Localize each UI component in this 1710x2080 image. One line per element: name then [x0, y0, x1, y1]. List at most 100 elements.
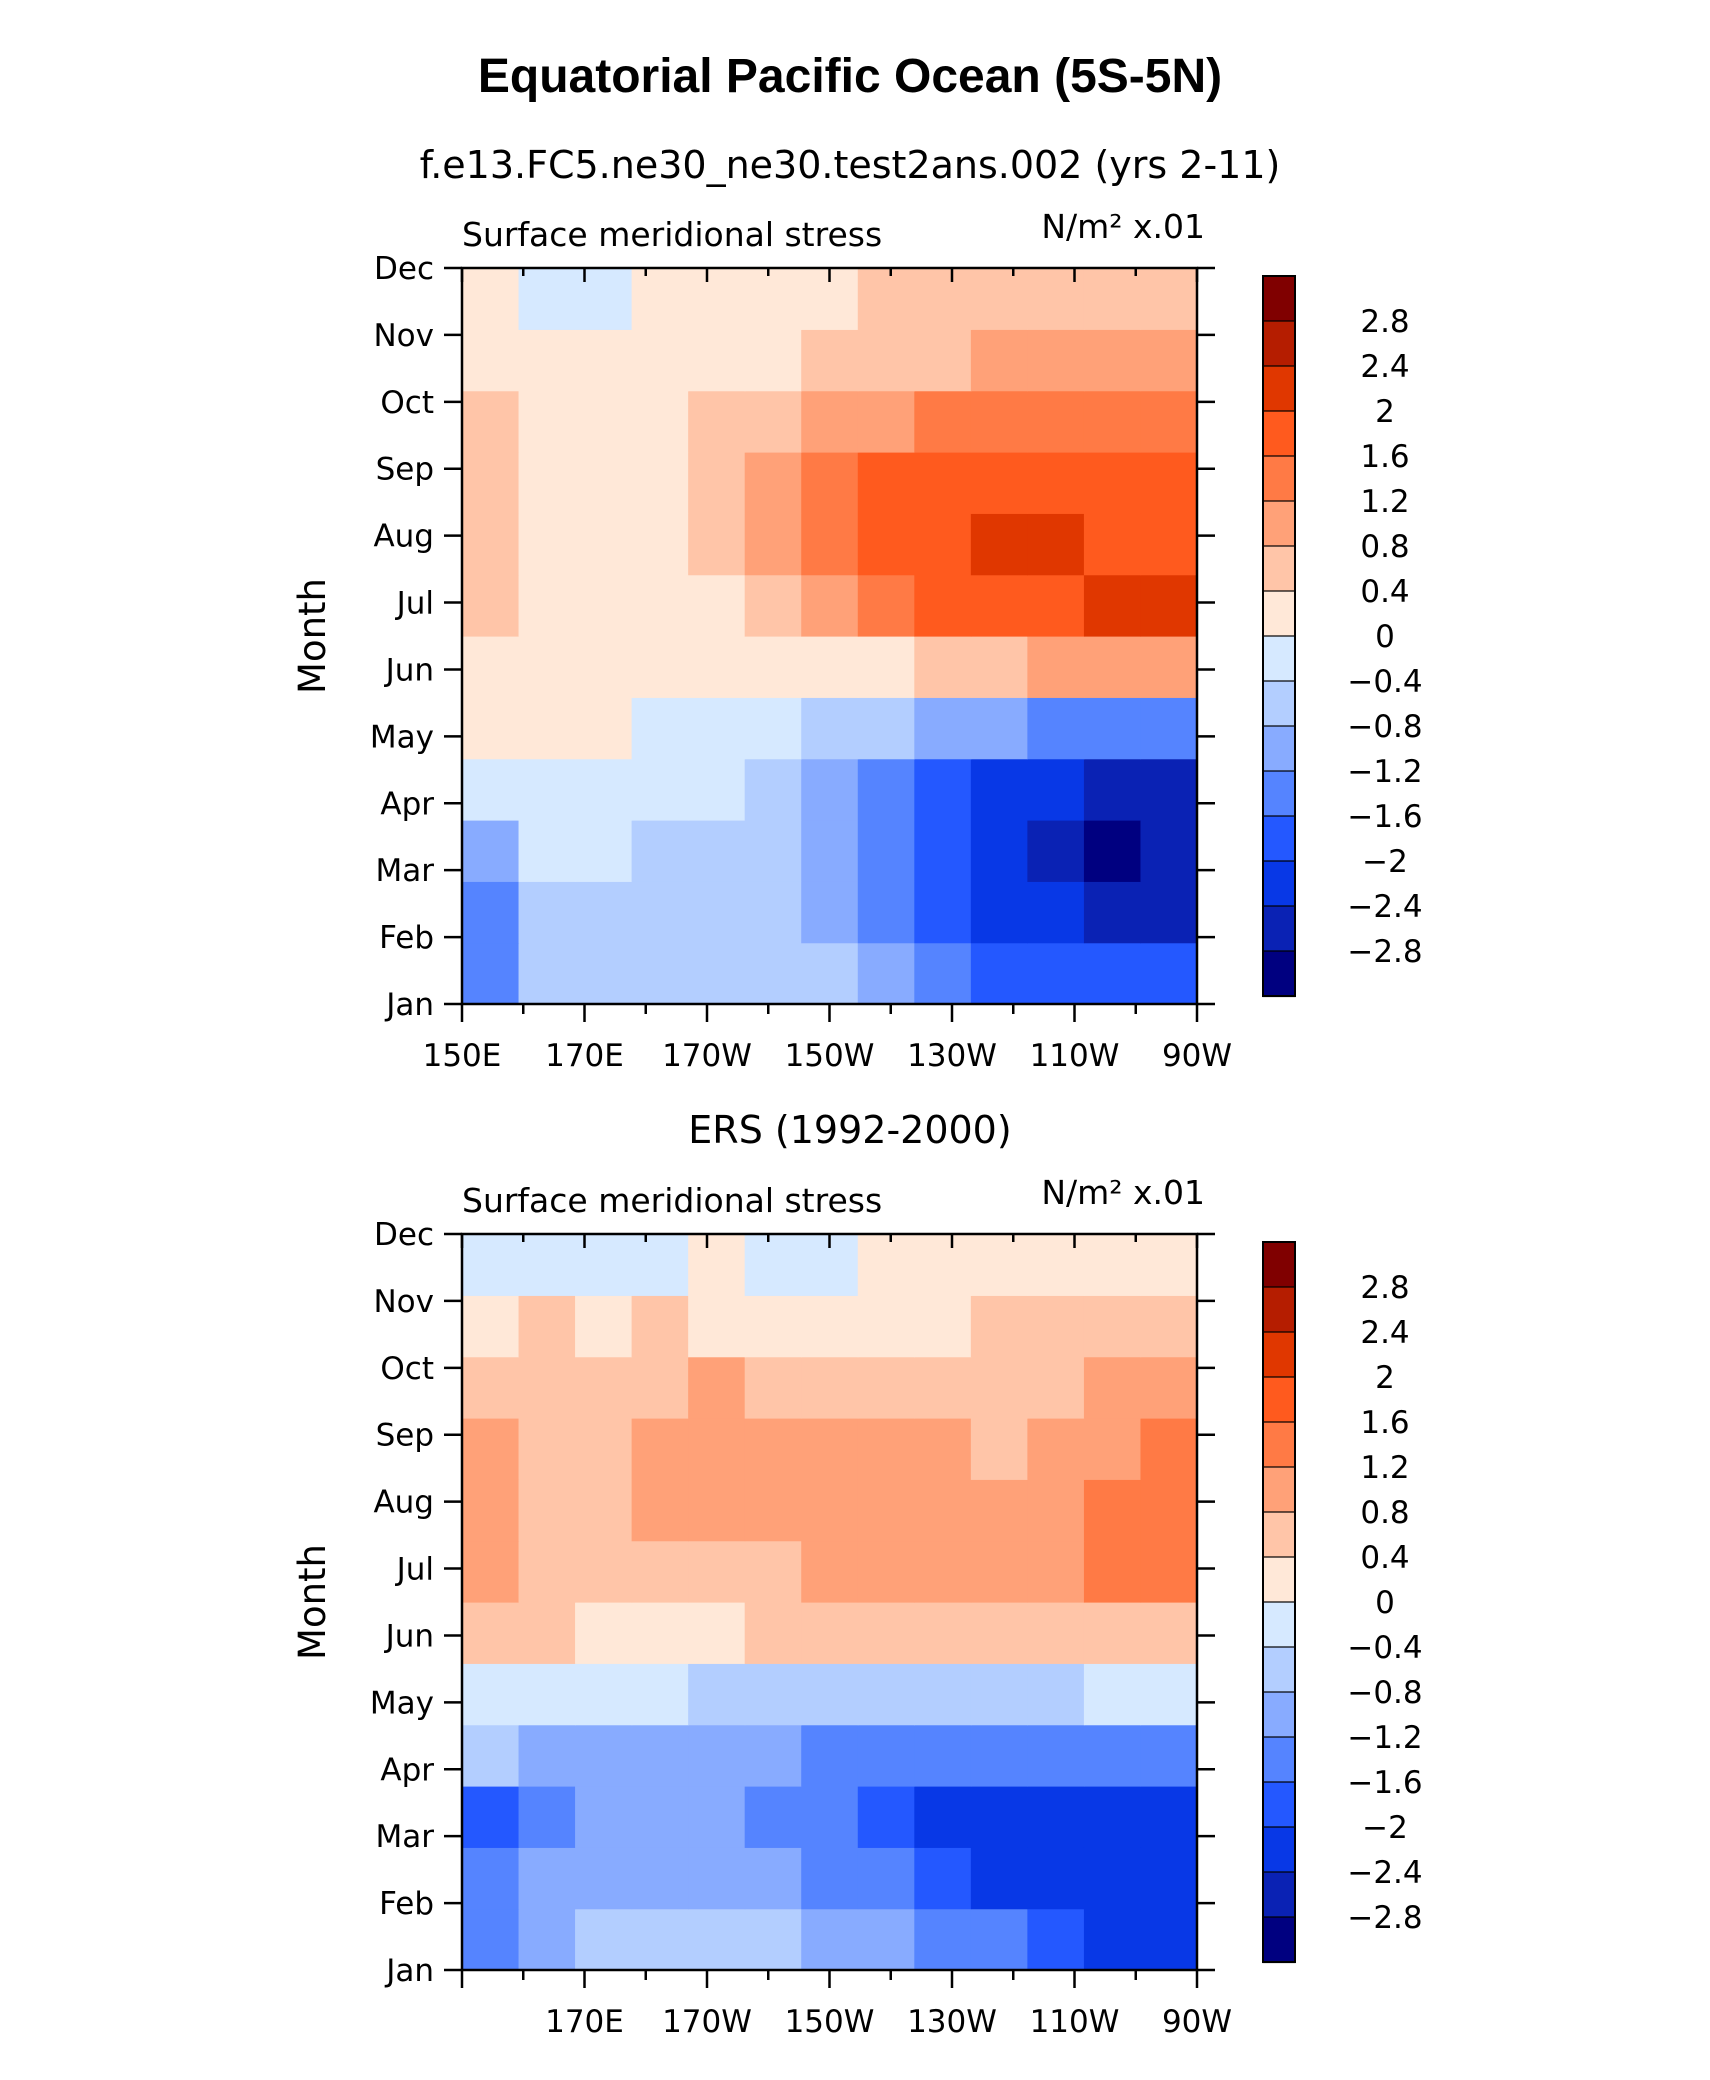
heatmap-cell	[744, 452, 802, 514]
heatmap-cell	[801, 636, 859, 698]
heatmap-cell	[1027, 1418, 1085, 1480]
heatmap-cell	[744, 942, 802, 1005]
heatmap-cell	[744, 1418, 802, 1480]
heatmap-cell	[1140, 329, 1198, 392]
colorbar-swatch	[1262, 1691, 1296, 1739]
y-tick-label: Sep	[376, 452, 434, 488]
x-tick-label: 130W	[907, 1038, 997, 1074]
heatmap-cell	[688, 636, 746, 698]
heatmap-cell	[575, 1908, 633, 1971]
heatmap-cell	[1027, 758, 1085, 821]
heatmap-cell	[1027, 1663, 1085, 1726]
heatmap-cell	[1083, 268, 1142, 330]
colorbar-label: 1.2	[1360, 484, 1409, 520]
heatmap-cell	[914, 1356, 972, 1419]
heatmap-cell	[801, 452, 859, 514]
heatmap-cell	[801, 942, 859, 1005]
heatmap-cell	[1083, 1418, 1142, 1480]
heatmap-cell	[1027, 636, 1085, 698]
heatmap-cell	[744, 1908, 802, 1971]
colorbar-label: −2.4	[1347, 889, 1422, 925]
y-tick-label: Feb	[379, 920, 434, 956]
colorbar-label: −1.2	[1347, 754, 1422, 790]
heatmap-cell	[914, 329, 972, 392]
colorbar-swatch	[1262, 320, 1296, 368]
heatmap-cell	[744, 1724, 802, 1787]
heatmap-cell	[462, 881, 520, 944]
y-tick-label: Oct	[380, 1351, 434, 1387]
heatmap-cell	[575, 452, 633, 514]
heatmap-cell	[518, 881, 576, 944]
heatmap-cell	[914, 1479, 972, 1542]
heatmap-cell	[914, 1908, 972, 1971]
heatmap-cell	[1027, 820, 1085, 882]
colorbar-swatch	[1262, 680, 1296, 728]
heatmap-cell	[1083, 881, 1142, 944]
heatmap-cell	[518, 1786, 576, 1848]
heatmap-cell	[1140, 513, 1198, 576]
colorbar-label: −0.8	[1347, 709, 1422, 745]
heatmap-cell	[970, 942, 1028, 1005]
heatmap-cell	[857, 1479, 915, 1542]
heatmap-cell	[631, 574, 689, 637]
chart0-title: f.e13.FC5.ne30_ne30.test2ans.002 (yrs 2-…	[420, 143, 1281, 187]
heatmap-cell	[857, 513, 915, 576]
heatmap-cell	[1140, 1786, 1198, 1848]
heatmap-cell	[1027, 1847, 1085, 1910]
heatmap-cell	[857, 1418, 915, 1480]
heatmap-cell	[462, 268, 520, 330]
heatmap-cell	[575, 1479, 633, 1542]
heatmap-cell	[688, 1663, 746, 1726]
heatmap-cell	[688, 1847, 746, 1910]
heatmap-cell	[801, 1602, 859, 1664]
heatmap-cell	[575, 942, 633, 1005]
colorbar-label: 0.8	[1360, 1495, 1409, 1531]
heatmap-cell	[462, 1234, 520, 1296]
heatmap-cell	[857, 574, 915, 637]
heatmap-cell	[688, 1479, 746, 1542]
y-tick-label: Nov	[373, 318, 434, 354]
heatmap-cell	[462, 1418, 520, 1480]
y-tick-label: Mar	[376, 853, 435, 889]
heatmap-cell	[1027, 881, 1085, 944]
y-tick-label: Jan	[384, 987, 434, 1023]
heatmap-cell	[518, 942, 576, 1005]
heatmap-cell	[518, 636, 576, 698]
heatmap-cell	[914, 1540, 972, 1603]
heatmap-cell	[688, 1540, 746, 1603]
heatmap-cell	[462, 452, 520, 514]
colorbar-swatch	[1262, 500, 1296, 548]
colorbar-swatch	[1262, 410, 1296, 458]
chart0-units: N/m² x.01	[1041, 207, 1205, 246]
heatmap-cell	[631, 1724, 689, 1787]
heatmap-cell	[631, 1479, 689, 1542]
heatmap-cell	[1083, 942, 1142, 1005]
heatmap-cell	[970, 1234, 1028, 1296]
heatmap-cell	[1140, 881, 1198, 944]
heatmap-cell	[1027, 1356, 1085, 1419]
heatmap-cell	[631, 1418, 689, 1480]
heatmap-cell	[575, 574, 633, 637]
heatmap-cell	[575, 881, 633, 944]
heatmap-cell	[688, 942, 746, 1005]
chart1-colorbar-frame	[1262, 1241, 1296, 1963]
colorbar-swatch	[1262, 1466, 1296, 1514]
heatmap-cell	[857, 942, 915, 1005]
heatmap-cell	[518, 1295, 576, 1358]
heatmap-cell	[1083, 1540, 1142, 1603]
x-tick-label: 150W	[785, 2004, 875, 2040]
colorbar-swatch	[1262, 1601, 1296, 1649]
heatmap-cell	[688, 1295, 746, 1358]
heatmap-cell	[631, 268, 689, 330]
heatmap-cell	[631, 1234, 689, 1296]
heatmap-cell	[801, 1908, 859, 1971]
heatmap-cell	[744, 390, 802, 453]
colorbar-label: 1.2	[1360, 1450, 1409, 1486]
heatmap-cell	[857, 268, 915, 330]
heatmap-cell	[688, 268, 746, 330]
heatmap-cell	[1083, 329, 1142, 392]
heatmap-cell	[970, 329, 1028, 392]
y-tick-label: Oct	[380, 385, 434, 421]
colorbar-label: −1.6	[1347, 1765, 1422, 1801]
heatmap-cell	[1083, 1479, 1142, 1542]
